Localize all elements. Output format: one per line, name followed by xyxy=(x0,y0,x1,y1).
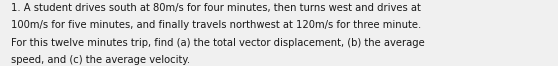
Text: For this twelve minutes trip, find (a) the total vector displacement, (b) the av: For this twelve minutes trip, find (a) t… xyxy=(11,38,425,48)
Text: speed, and (c) the average velocity.: speed, and (c) the average velocity. xyxy=(11,55,190,65)
Text: 1. A student drives south at 80m/s for four minutes, then turns west and drives : 1. A student drives south at 80m/s for f… xyxy=(11,3,421,13)
Text: 100m/s for five minutes, and finally travels northwest at 120m/s for three minut: 100m/s for five minutes, and finally tra… xyxy=(11,20,421,30)
